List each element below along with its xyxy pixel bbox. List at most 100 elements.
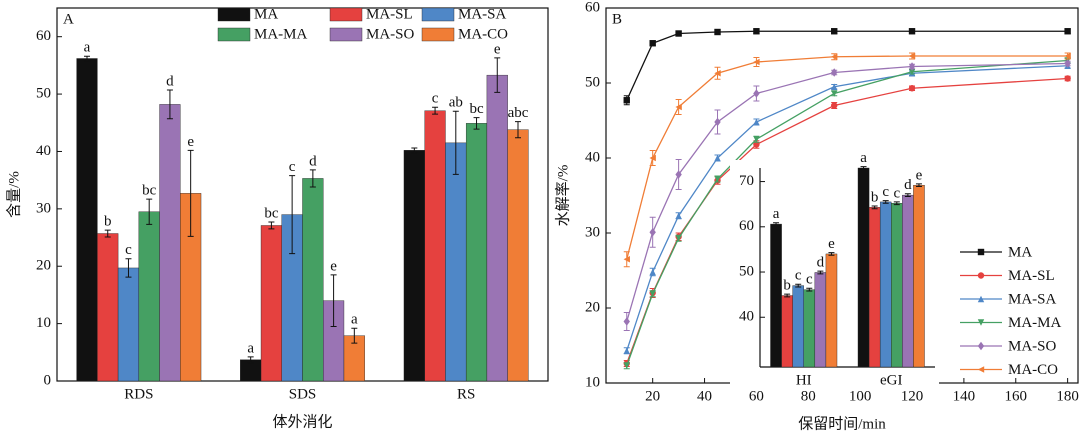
marker (908, 85, 916, 92)
legend-label: MA-SA (1008, 291, 1057, 307)
significance-letter: e (494, 41, 501, 57)
bar (403, 150, 425, 382)
bar (424, 110, 446, 382)
marker (714, 28, 721, 36)
legend-label: MA-SA (458, 6, 507, 22)
significance-letter: b (783, 278, 791, 294)
y-tick-label: 10 (585, 374, 600, 390)
significance-letter: bc (264, 205, 279, 221)
y-tick-label: 60 (36, 28, 51, 44)
bar (76, 58, 98, 382)
legend-label: MA-SO (366, 26, 415, 42)
marker (623, 97, 630, 104)
error-bar (904, 193, 911, 197)
marker (908, 68, 916, 75)
x-tick-label: 120 (901, 388, 924, 404)
error-bar (871, 205, 878, 210)
bar (445, 142, 467, 382)
marker (977, 319, 985, 326)
significance-letter: b (104, 214, 112, 230)
bar (868, 207, 881, 368)
error-bar (494, 57, 501, 93)
error-bar (309, 169, 316, 188)
y-tick-label: 30 (585, 224, 600, 240)
panel-label: B (612, 11, 622, 27)
error-bar (795, 283, 802, 288)
error-bar (125, 258, 132, 278)
marker (977, 248, 985, 256)
error-bar (289, 175, 296, 255)
marker (831, 90, 838, 97)
marker (753, 58, 760, 66)
panel-label: A (63, 11, 74, 27)
significance-letter: c (893, 185, 900, 201)
marker (977, 341, 985, 351)
marker (753, 89, 760, 98)
marker (977, 295, 985, 303)
marker (831, 68, 838, 77)
error-bar (452, 110, 459, 175)
y-tick-label: 50 (739, 263, 754, 279)
marker (675, 103, 682, 111)
significance-letter: d (817, 255, 825, 271)
legend-label: MA-CO (1008, 362, 1058, 378)
marker (1064, 52, 1071, 60)
marker (977, 272, 985, 279)
error-bar (828, 252, 835, 256)
bar (803, 289, 816, 368)
significance-letter: ab (449, 95, 463, 111)
marker (675, 212, 682, 219)
error-bar (893, 201, 900, 206)
marker (753, 118, 760, 126)
y-tick-label: 60 (585, 0, 600, 15)
x-tick-label: 60 (749, 388, 764, 404)
y-tick-label: 70 (739, 173, 754, 189)
bar (902, 194, 914, 368)
marker (675, 30, 682, 37)
legend-swatch (329, 27, 363, 42)
significance-letter: e (330, 258, 337, 274)
marker (977, 366, 985, 373)
significance-letter: a (84, 40, 91, 56)
marker (675, 235, 682, 242)
bar (486, 74, 508, 382)
marker (623, 256, 630, 263)
error-bar (166, 89, 173, 120)
marker (831, 83, 838, 90)
bar (97, 233, 119, 382)
error-bar (104, 229, 111, 238)
error-bar (773, 222, 780, 226)
y-tick-label: 40 (585, 149, 600, 165)
y-tick-label: 40 (36, 143, 51, 159)
marker (1064, 59, 1071, 68)
x-axis-label: 体外消化 (272, 413, 332, 430)
bar (781, 295, 793, 368)
bar (302, 178, 324, 382)
marker (649, 228, 656, 237)
marker (623, 362, 630, 369)
marker (1064, 28, 1071, 35)
legend-label: MA-MA (254, 26, 308, 42)
error-bar (247, 356, 254, 364)
marker (753, 136, 760, 143)
marker (649, 154, 656, 162)
legend-label: MA (1008, 244, 1032, 260)
error-bar (432, 106, 439, 115)
x-tick-label: 160 (1005, 388, 1028, 404)
marker (908, 28, 916, 35)
significance-letter: bc (142, 183, 157, 199)
bar (879, 201, 892, 368)
bar (465, 123, 488, 382)
significance-letter: c (289, 159, 296, 175)
bar (814, 272, 827, 368)
error-bar (146, 198, 153, 225)
x-tick-label: 100 (849, 388, 872, 404)
significance-letter: a (247, 340, 254, 356)
x-tick-label: eGI (880, 372, 903, 388)
significance-letter: d (309, 153, 317, 169)
legend-swatch (217, 27, 251, 42)
error-bar (411, 147, 418, 154)
y-tick-label: 10 (36, 315, 51, 331)
marker (623, 347, 630, 354)
